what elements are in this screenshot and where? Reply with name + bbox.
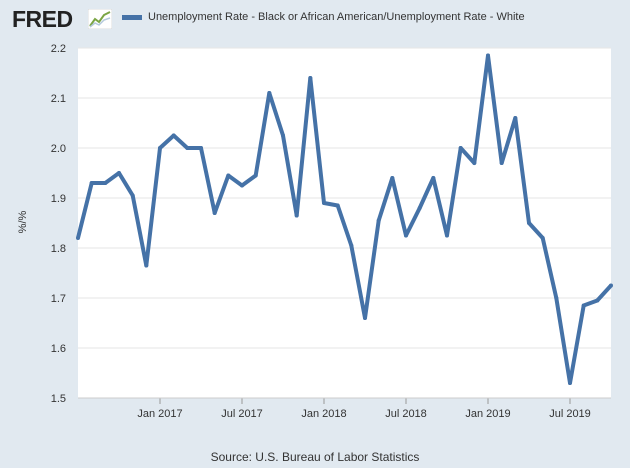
y-tick-label: 1.7 <box>51 293 66 305</box>
line-chart: 1.5 1.6 1.7 1.8 1.9 2.0 2.1 2.2 Jan 2017 Jul 201… <box>17 43 613 420</box>
y-tick-label: 1.9 <box>51 193 66 205</box>
data-point[interactable] <box>76 236 80 240</box>
data-point[interactable] <box>144 263 149 268</box>
x-tick-labels: Jan 2017 Jul 2017 Jan 2018 Jul 2018 Jan 2019… <box>78 397 611 420</box>
data-point[interactable] <box>445 233 449 238</box>
data-point[interactable] <box>527 221 531 225</box>
data-point[interactable] <box>581 303 586 308</box>
x-tick-label: Jul 2019 <box>549 408 591 420</box>
data-point[interactable] <box>281 133 285 138</box>
data-point[interactable] <box>240 183 244 188</box>
data-point[interactable] <box>363 316 367 320</box>
data-point[interactable] <box>103 181 108 185</box>
source-note: Source: U.S. Bureau of Labor Statistics <box>210 450 420 464</box>
legend[interactable]: Unemployment Rate - Black or African Ame… <box>122 11 525 23</box>
series-layer <box>76 53 613 385</box>
series-line[interactable] <box>76 53 613 385</box>
y-tick-label: 1.5 <box>51 393 66 405</box>
data-point[interactable] <box>253 173 258 178</box>
data-point[interactable] <box>267 91 272 95</box>
data-point[interactable] <box>376 218 381 223</box>
data-point[interactable] <box>117 171 121 175</box>
data-point[interactable] <box>171 133 176 138</box>
y-tick-label: 1.8 <box>51 243 66 255</box>
x-tick-label: Jul 2017 <box>221 408 263 420</box>
legend-label: Unemployment Rate - Black or African Ame… <box>148 11 525 23</box>
data-point[interactable] <box>226 173 231 178</box>
data-point[interactable] <box>89 181 94 185</box>
chart-header: FRED Unemployment Rate - Black or Africa… <box>0 0 630 38</box>
y-tick-label: 2.0 <box>51 143 66 155</box>
data-point[interactable] <box>185 146 190 150</box>
x-tick-label: Jan 2018 <box>301 408 346 420</box>
data-point[interactable] <box>404 233 408 238</box>
data-point[interactable] <box>308 76 313 80</box>
fred-logo[interactable]: FRED <box>12 6 73 32</box>
fred-chart-icon <box>88 9 112 29</box>
data-point[interactable] <box>472 161 477 165</box>
x-tick-label: Jan 2017 <box>137 408 182 420</box>
x-tick-label: Jul 2018 <box>385 408 427 420</box>
data-point[interactable] <box>486 53 490 58</box>
data-point[interactable] <box>130 193 135 198</box>
data-point[interactable] <box>595 298 600 303</box>
y-tick-label: 2.1 <box>51 93 66 105</box>
data-point[interactable] <box>199 146 203 150</box>
y-axis-label: %/% <box>17 210 29 233</box>
data-point[interactable] <box>322 201 326 205</box>
data-point[interactable] <box>390 176 395 180</box>
data-point[interactable] <box>554 296 559 300</box>
data-point[interactable] <box>158 146 162 150</box>
x-tick-label: Jan 2019 <box>465 408 510 420</box>
data-point[interactable] <box>349 243 354 248</box>
data-point[interactable] <box>335 203 340 208</box>
data-point[interactable] <box>458 146 463 150</box>
data-point[interactable] <box>417 206 422 210</box>
data-point[interactable] <box>499 161 504 165</box>
data-point[interactable] <box>294 213 299 218</box>
y-tick-label: 1.6 <box>51 343 66 355</box>
data-point[interactable] <box>431 176 436 180</box>
data-point[interactable] <box>609 283 613 288</box>
data-point[interactable] <box>513 116 518 120</box>
data-point[interactable] <box>540 236 545 240</box>
data-point[interactable] <box>568 381 572 385</box>
y-tick-label: 2.2 <box>51 43 66 55</box>
y-tick-labels: 1.5 1.6 1.7 1.8 1.9 2.0 2.1 2.2 <box>51 43 66 405</box>
data-point[interactable] <box>212 211 217 215</box>
legend-swatch <box>122 14 142 20</box>
